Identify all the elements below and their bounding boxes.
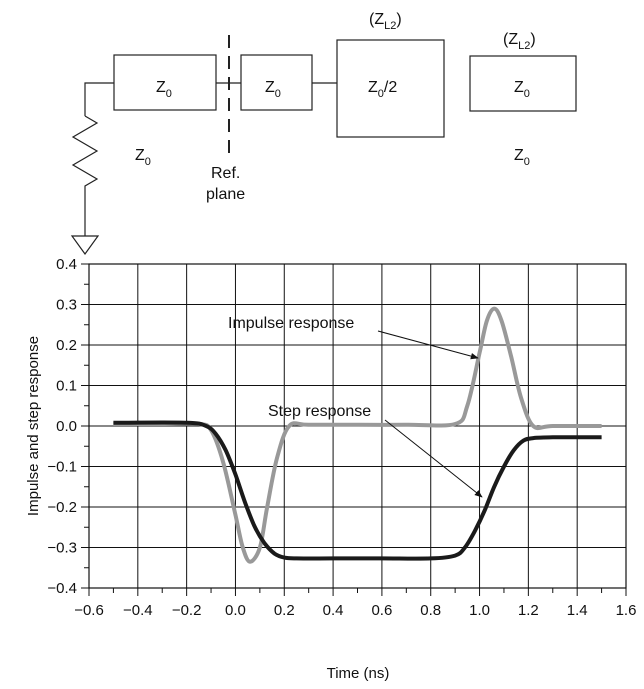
tick-marks <box>81 263 627 596</box>
line-box-1-label: Z0 <box>156 79 172 100</box>
y-tick-label: −0.2 <box>47 499 77 516</box>
series-lines <box>113 306 602 564</box>
line-box-4 <box>469 55 577 112</box>
line-box-3 <box>336 39 445 138</box>
resistor-symbol <box>71 115 99 236</box>
line-box-1 <box>113 54 217 111</box>
y-tick-label: 0.4 <box>56 256 77 273</box>
x-tick-label: −0.4 <box>123 602 153 619</box>
line-box-2-label: Z0 <box>265 79 281 100</box>
x-axis-title: Time (ns) <box>327 665 390 682</box>
zl2-label-2: (ZL2) <box>503 31 536 52</box>
line-box-2 <box>240 54 313 111</box>
ref-plane-label-1: Ref. <box>211 165 240 182</box>
y-tick-label: −0.1 <box>47 459 77 476</box>
line-box-3-label: Z0/2 <box>368 79 397 100</box>
response-chart: −0.6 −0.4 −0.2 0.0 0.2 0.4 0.6 0.8 1.0 1.2 1.4 1.6 … <box>25 256 636 682</box>
y-tick-label: 0.3 <box>56 297 77 314</box>
x-tick-label: 0.4 <box>323 602 344 619</box>
x-tick-label: −0.2 <box>172 602 202 619</box>
ref-plane-label-2: plane <box>206 186 245 203</box>
y-tick-label: −0.3 <box>47 540 77 557</box>
y-tick-label: −0.4 <box>47 580 77 597</box>
x-tick-label: 0.8 <box>420 602 441 619</box>
step-response-line <box>113 420 602 561</box>
impulse-response-annotation: Impulse response <box>228 315 354 332</box>
z0-label-left: Z0 <box>135 147 151 168</box>
step-response-arrow <box>384 419 483 498</box>
zl2-label-1: (ZL2) <box>369 11 402 32</box>
x-tick-label: 0.6 <box>371 602 392 619</box>
impulse-response-line <box>113 306 602 564</box>
y-tick-label: 0.1 <box>56 378 77 395</box>
y-tick-label: 0.2 <box>56 337 77 354</box>
x-tick-label: 0.0 <box>225 602 246 619</box>
ground-symbol <box>70 235 100 256</box>
y-axis-title: Impulse and step response <box>25 336 42 516</box>
x-tick-label: 1.0 <box>469 602 490 619</box>
x-tick-label: 0.2 <box>274 602 295 619</box>
x-tick-label: 1.6 <box>616 602 637 619</box>
x-tick-label: −0.6 <box>74 602 104 619</box>
x-tick-labels: −0.6 −0.4 −0.2 0.0 0.2 0.4 0.6 0.8 1.0 1.2 1.4 1.6 <box>74 602 636 619</box>
z0-label-right: Z0 <box>514 147 530 168</box>
y-tick-label: 0.0 <box>56 418 77 435</box>
impulse-response-arrow <box>377 330 479 360</box>
x-tick-label: 1.4 <box>567 602 588 619</box>
y-tick-labels: 0.4 0.3 0.2 0.1 0.0 −0.1 −0.2 −0.3 −0.4 <box>47 256 77 597</box>
circuit-diagram: Z0 Ref. plane Z0 Z0/2 (ZL2) Z0 (ZL2) Z0 … <box>70 11 577 256</box>
x-tick-label: 1.2 <box>518 602 539 619</box>
step-response-annotation: Step response <box>268 403 371 420</box>
line-box-4-label: Z0 <box>514 79 530 100</box>
lead-wire <box>84 82 114 116</box>
